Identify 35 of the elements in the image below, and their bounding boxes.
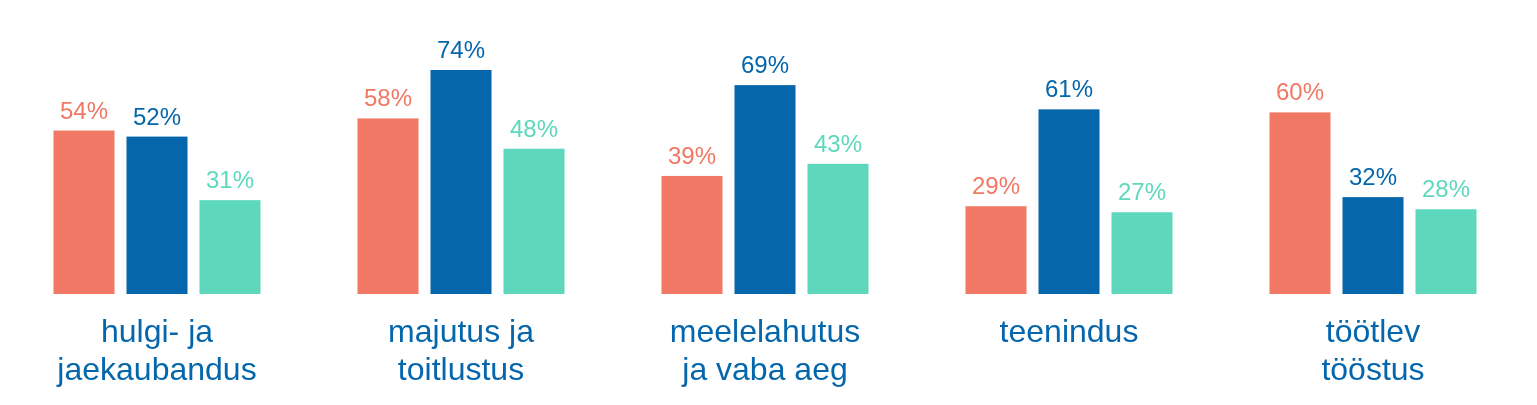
bar xyxy=(53,130,115,294)
bar xyxy=(430,70,492,294)
data-label: 27% xyxy=(1117,178,1167,206)
bar xyxy=(1269,112,1331,294)
data-label: 29% xyxy=(971,172,1021,200)
bar xyxy=(734,85,796,294)
bar xyxy=(503,148,565,294)
data-label: 69% xyxy=(740,51,790,79)
bar xyxy=(199,200,261,294)
bar xyxy=(807,163,869,294)
bar xyxy=(1111,212,1173,294)
bar xyxy=(1038,109,1100,294)
data-label: 43% xyxy=(813,129,863,157)
data-label: 61% xyxy=(1044,75,1094,103)
bar xyxy=(1415,209,1477,294)
bar xyxy=(1342,197,1404,294)
bar xyxy=(661,175,723,294)
data-label: 48% xyxy=(509,114,559,142)
x-tick-label: teenindus xyxy=(999,313,1139,349)
bar xyxy=(357,118,419,294)
data-label: 31% xyxy=(205,166,255,194)
data-label: 60% xyxy=(1275,78,1325,106)
data-label: 28% xyxy=(1421,175,1471,203)
bar xyxy=(965,206,1027,294)
x-tick-label: meelelahutus ja vaba aeg xyxy=(669,313,861,387)
data-label: 54% xyxy=(59,96,109,124)
x-tick-label: hulgi- ja jaekaubandus xyxy=(56,313,257,387)
data-label: 39% xyxy=(667,141,717,169)
x-tick-label: majutus ja toitlustus xyxy=(388,313,535,387)
data-label: 74% xyxy=(436,36,486,63)
data-label: 58% xyxy=(363,84,413,112)
data-label: 32% xyxy=(1348,163,1398,191)
x-tick-label: töötlev tööstus xyxy=(1321,313,1425,387)
bar xyxy=(126,136,188,294)
data-label: 52% xyxy=(132,102,182,130)
